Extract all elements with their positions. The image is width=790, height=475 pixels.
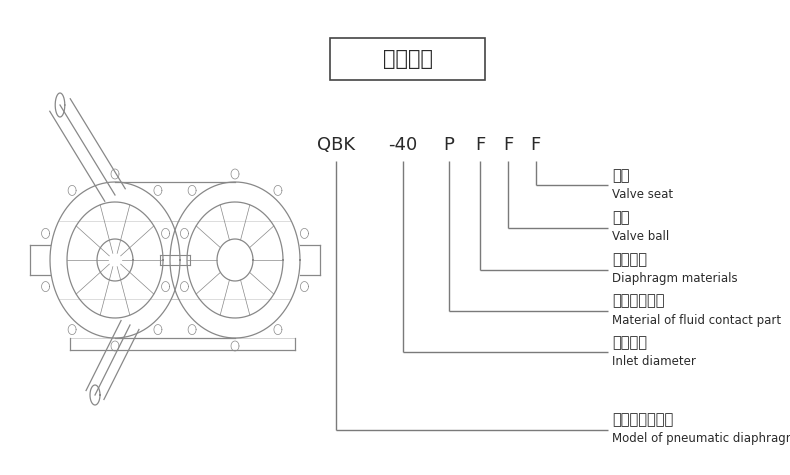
Text: QBK: QBK — [317, 136, 355, 154]
Text: Model of pneumatic diaphragm pump: Model of pneumatic diaphragm pump — [612, 432, 790, 446]
Text: P: P — [443, 136, 454, 154]
Text: Material of fluid contact part: Material of fluid contact part — [612, 314, 781, 327]
Text: 型号说明: 型号说明 — [382, 49, 432, 69]
Text: F: F — [531, 136, 540, 154]
Text: Inlet diameter: Inlet diameter — [612, 355, 696, 368]
Text: 隔膜材质: 隔膜材质 — [612, 252, 647, 267]
Text: F: F — [503, 136, 513, 154]
Text: F: F — [476, 136, 485, 154]
Text: Valve seat: Valve seat — [612, 188, 673, 201]
Text: 过流部件材质: 过流部件材质 — [612, 294, 665, 309]
Text: 进料口径: 进料口径 — [612, 335, 647, 350]
FancyBboxPatch shape — [330, 38, 485, 80]
Text: -40: -40 — [388, 136, 418, 154]
Text: 阀球: 阀球 — [612, 210, 630, 226]
Text: 气动隔膜泵型号: 气动隔膜泵型号 — [612, 412, 674, 428]
Text: 阀座: 阀座 — [612, 168, 630, 183]
Text: Diaphragm materials: Diaphragm materials — [612, 272, 738, 285]
Text: Valve ball: Valve ball — [612, 230, 670, 244]
